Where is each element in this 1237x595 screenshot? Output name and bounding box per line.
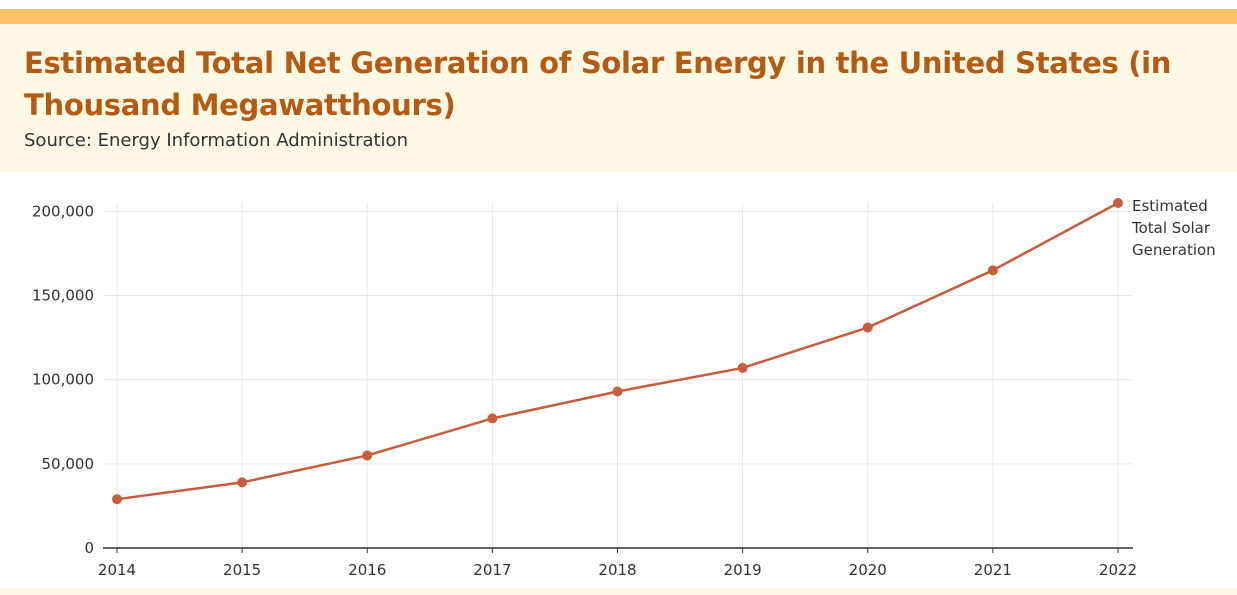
data-point-2018 xyxy=(612,386,623,397)
axes xyxy=(103,547,1133,553)
data-point-2019 xyxy=(737,362,748,373)
x-tick-label: 2015 xyxy=(223,561,261,579)
series-estimated-total-solar-generation xyxy=(112,198,1123,505)
footer-bar xyxy=(0,588,1237,595)
x-tick-label: 2022 xyxy=(1099,561,1137,579)
y-tick-label: 50,000 xyxy=(42,455,95,473)
data-point-2014 xyxy=(112,494,122,505)
data-point-2015 xyxy=(237,477,248,488)
y-tick-label: 100,000 xyxy=(32,371,94,389)
data-point-2022 xyxy=(1113,198,1123,208)
x-tick-label: 2019 xyxy=(724,561,762,579)
x-tick-label: 2018 xyxy=(598,561,636,579)
x-tick-label: 2016 xyxy=(348,561,386,579)
y-tick-label: 200,000 xyxy=(32,202,94,220)
x-tick-label: 2021 xyxy=(974,561,1012,579)
x-tick-label: 2017 xyxy=(473,561,511,579)
chart-source: Source: Energy Information Administratio… xyxy=(24,130,408,151)
accent-bar xyxy=(0,9,1237,24)
series-label-line: Total Solar xyxy=(1131,219,1211,237)
chart-title: Estimated Total Net Generation of Solar … xyxy=(24,46,1172,122)
data-point-2017 xyxy=(487,413,498,424)
series-label: Estimated Total Solar Generation xyxy=(1131,197,1216,259)
data-point-2016 xyxy=(362,450,373,461)
grid-lines xyxy=(103,203,1133,548)
series-label-line: Estimated xyxy=(1132,197,1208,215)
data-point-2021 xyxy=(987,265,998,276)
series-end-label: Estimated Total Solar Generation xyxy=(1131,197,1216,259)
series-label-line: Generation xyxy=(1132,241,1216,259)
tick-labels: 0 50,000 100,000 150,000 200,000 2014 2015 2016… xyxy=(32,202,1137,579)
chart-header: Estimated Total Net Generation of Solar … xyxy=(0,24,1237,172)
data-point-2020 xyxy=(862,322,873,333)
x-tick-label: 2014 xyxy=(98,561,136,579)
y-tick-label: 150,000 xyxy=(32,287,94,305)
x-tick-label: 2020 xyxy=(849,561,887,579)
y-tick-label: 0 xyxy=(84,539,94,557)
